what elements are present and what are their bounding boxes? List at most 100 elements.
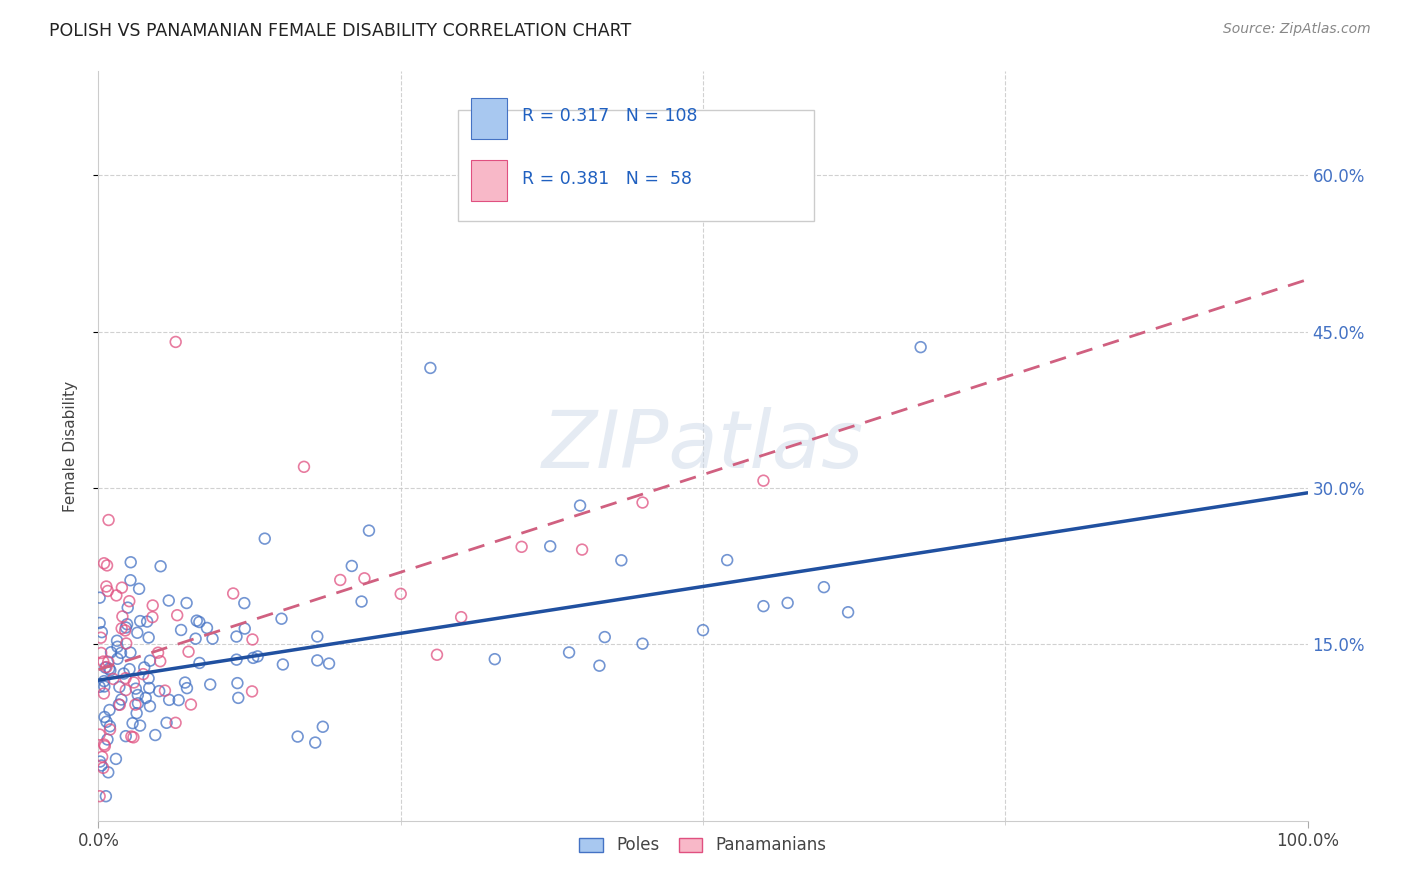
Point: [135, 690, 157, 705]
Point: [631, 637, 654, 651]
Point: [118, 594, 141, 608]
Point: [136, 823, 159, 838]
Point: [107, 652, 129, 666]
Point: [138, 631, 160, 645]
Point: [105, 589, 128, 603]
Point: [195, 621, 218, 635]
Point: [97, 513, 120, 527]
Point: [350, 594, 373, 608]
Point: [93, 674, 115, 689]
Point: [146, 646, 169, 660]
Point: [153, 683, 176, 698]
Point: [157, 693, 180, 707]
Point: [90, 631, 112, 645]
Point: [139, 654, 162, 668]
Point: [142, 599, 165, 613]
Point: [94, 789, 117, 804]
Point: [177, 645, 200, 659]
FancyBboxPatch shape: [457, 111, 814, 221]
Point: [776, 596, 799, 610]
Point: [837, 605, 859, 619]
Point: [200, 677, 222, 691]
Point: [240, 684, 263, 698]
Point: [167, 693, 190, 707]
Point: [96, 732, 118, 747]
Point: [134, 660, 156, 674]
Text: POLISH VS PANAMANIAN FEMALE DISABILITY CORRELATION CHART: POLISH VS PANAMANIAN FEMALE DISABILITY C…: [49, 22, 631, 40]
Point: [127, 625, 149, 640]
Point: [96, 580, 118, 594]
Point: [120, 646, 142, 660]
Point: [225, 653, 247, 667]
Point: [450, 610, 472, 624]
Point: [103, 672, 125, 686]
Point: [121, 716, 143, 731]
Point: [125, 706, 148, 721]
Point: [90, 625, 112, 640]
Point: [571, 542, 593, 557]
Point: [340, 558, 363, 573]
Point: [100, 645, 122, 659]
Point: [112, 666, 135, 681]
Bar: [471, 97, 508, 139]
Point: [148, 684, 170, 698]
Point: [631, 495, 654, 509]
Text: ZIPatlas: ZIPatlas: [541, 407, 865, 485]
Point: [91, 655, 114, 669]
Point: [233, 596, 256, 610]
Point: [176, 681, 198, 695]
Point: [139, 699, 162, 714]
Point: [110, 692, 132, 706]
Point: [115, 617, 138, 632]
Point: [98, 723, 121, 737]
Point: [201, 632, 224, 646]
Point: [533, 169, 555, 183]
Point: [115, 620, 138, 634]
Point: [242, 651, 264, 665]
Point: [94, 660, 117, 674]
Y-axis label: Female Disability: Female Disability: [63, 380, 77, 512]
Point: [716, 553, 738, 567]
Point: [111, 621, 134, 635]
Point: [93, 556, 115, 570]
Point: [138, 671, 160, 685]
Point: [226, 690, 249, 705]
Point: [426, 648, 449, 662]
Point: [89, 680, 111, 694]
Point: [89, 615, 111, 630]
Point: [271, 657, 294, 672]
Point: [97, 584, 120, 599]
Point: [188, 615, 211, 629]
Point: [149, 559, 172, 574]
Point: [118, 662, 141, 676]
Point: [165, 334, 187, 349]
Point: [120, 555, 142, 569]
Point: [569, 499, 592, 513]
Point: [114, 671, 136, 685]
Point: [105, 633, 128, 648]
Point: [138, 681, 160, 695]
Point: [120, 730, 142, 744]
Point: [166, 608, 188, 623]
Point: [122, 731, 145, 745]
Point: [253, 532, 276, 546]
Point: [125, 681, 148, 696]
Point: [538, 539, 561, 553]
Point: [910, 340, 932, 354]
Point: [226, 676, 249, 690]
Point: [132, 667, 155, 681]
Point: [98, 719, 121, 733]
Point: [114, 729, 136, 743]
Point: [91, 761, 114, 775]
Point: [136, 615, 159, 629]
Point: [353, 571, 375, 585]
Point: [98, 662, 121, 676]
Point: [304, 735, 326, 749]
Point: [143, 728, 166, 742]
Point: [180, 698, 202, 712]
Point: [188, 656, 211, 670]
Point: [114, 683, 136, 698]
Point: [108, 698, 131, 712]
Point: [108, 698, 131, 712]
Point: [104, 752, 127, 766]
